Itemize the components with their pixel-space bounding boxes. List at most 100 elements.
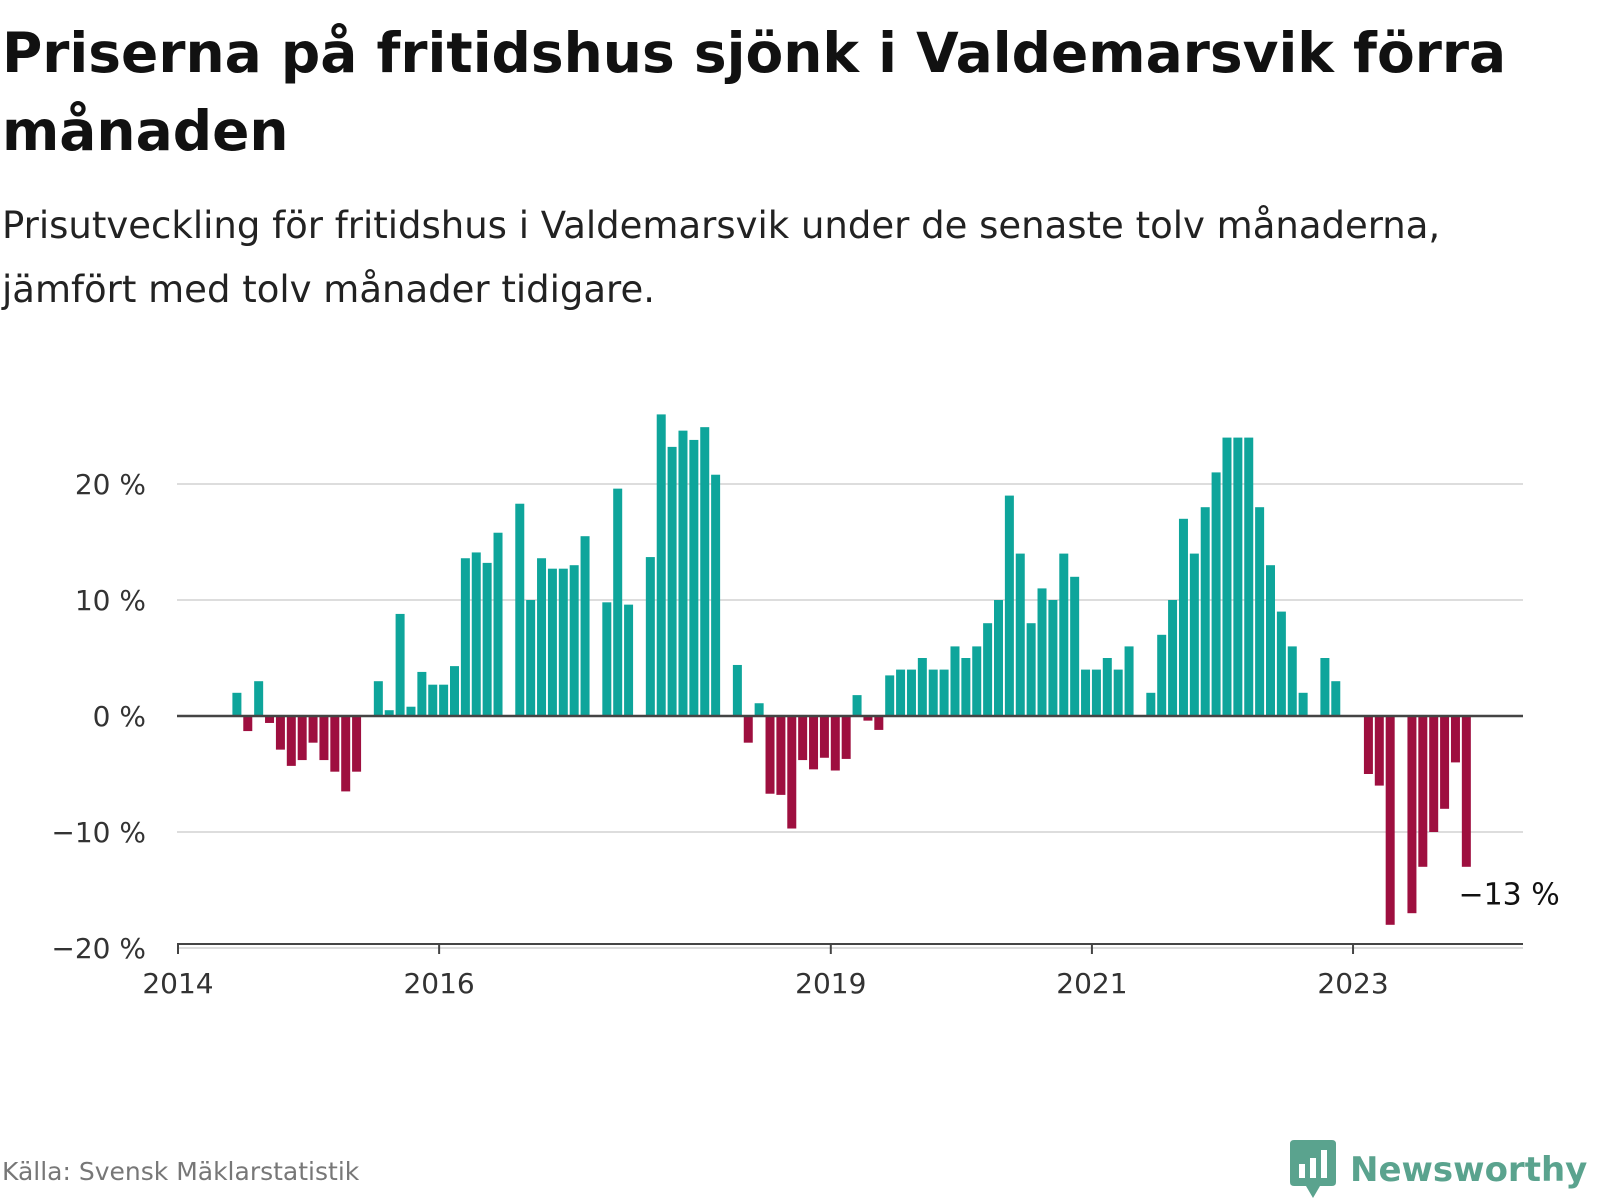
bar-2022-05 xyxy=(1266,565,1275,716)
bar-2021-03 xyxy=(1113,669,1123,716)
bar-2018-06 xyxy=(754,703,764,716)
bar-2015-12 xyxy=(428,684,438,716)
gridlines xyxy=(177,483,1523,949)
bar-2020-04 xyxy=(994,600,1003,716)
bar-2023-07 xyxy=(1418,716,1428,867)
x-tick-label: 2023 xyxy=(1317,967,1388,1000)
bar-2019-01 xyxy=(830,716,840,771)
bar-2021-02 xyxy=(1102,658,1112,716)
y-tick-label: 20 % xyxy=(75,468,146,501)
bar-2021-09 xyxy=(1178,518,1188,716)
bar-2020-01 xyxy=(961,658,971,716)
bar-2016-01 xyxy=(439,684,449,716)
bar-2023-08 xyxy=(1429,716,1439,832)
bar-2020-02 xyxy=(972,646,982,716)
bar-2016-10 xyxy=(537,558,547,716)
bar-2017-12 xyxy=(689,439,699,716)
bar-2016-04 xyxy=(471,552,481,716)
y-tick-label: −20 % xyxy=(51,932,146,965)
bar-2020-07 xyxy=(1026,623,1036,716)
bar-2021-08 xyxy=(1168,600,1178,716)
bar-2020-08 xyxy=(1037,588,1047,716)
bar-2019-10 xyxy=(928,669,938,716)
bar-2018-10 xyxy=(798,716,808,761)
bar-2018-11 xyxy=(809,716,819,770)
y-tick-label: −10 % xyxy=(51,816,146,849)
source-note: Källa: Svensk Mäklarstatistik xyxy=(2,1157,360,1186)
bar-2018-01 xyxy=(700,427,710,716)
bar-2022-02 xyxy=(1233,437,1243,716)
bar-2023-09 xyxy=(1440,716,1450,809)
bar-2017-08 xyxy=(645,557,655,716)
bar-2020-10 xyxy=(1059,553,1069,716)
bar-2021-10 xyxy=(1189,553,1199,716)
bar-2022-03 xyxy=(1244,437,1254,716)
bar-2016-12 xyxy=(558,568,568,716)
x-tick-label: 2016 xyxy=(403,967,474,1000)
bar-2016-11 xyxy=(547,568,557,716)
annotation-marker xyxy=(1450,888,1461,899)
bar-2018-05 xyxy=(743,716,753,743)
bar-2016-05 xyxy=(482,562,492,716)
axes xyxy=(177,714,1523,954)
bar-2014-08 xyxy=(254,681,264,716)
x-tick-label: 2021 xyxy=(1056,967,1127,1000)
bar-2015-11 xyxy=(417,671,427,716)
bar-2022-10 xyxy=(1320,658,1330,716)
bar-2022-11 xyxy=(1331,681,1341,716)
bar-2016-09 xyxy=(526,600,536,716)
bar-2019-08 xyxy=(906,669,916,716)
x-tick-label: 2019 xyxy=(795,967,866,1000)
bar-2022-07 xyxy=(1287,646,1297,716)
bar-2021-01 xyxy=(1091,669,1101,716)
bar-2017-04 xyxy=(602,602,612,716)
bar-2018-09 xyxy=(787,716,797,829)
bar-2019-04 xyxy=(863,716,873,721)
annotation-label: −13 % xyxy=(1458,877,1559,912)
bar-2020-06 xyxy=(1015,553,1025,716)
bar-2019-11 xyxy=(939,669,949,716)
bar-2019-12 xyxy=(950,646,960,716)
bar-2022-04 xyxy=(1255,507,1265,716)
bar-2020-03 xyxy=(983,623,993,716)
x-tick-label: 2014 xyxy=(142,967,213,1000)
bar-2016-02 xyxy=(450,666,459,716)
bar-2014-06 xyxy=(232,692,242,716)
logo-text: Newsworthy xyxy=(1350,1150,1588,1190)
bar-2023-03 xyxy=(1374,716,1384,786)
bar-2014-09 xyxy=(265,716,275,723)
bar-2017-05 xyxy=(613,488,623,716)
bar-2015-02 xyxy=(319,716,329,761)
bar-2020-11 xyxy=(1070,576,1080,716)
bar-2018-07 xyxy=(765,716,775,794)
bar-2019-05 xyxy=(874,716,884,730)
bar-2022-06 xyxy=(1276,611,1286,716)
bar-2015-08 xyxy=(384,710,394,716)
bar-2023-02 xyxy=(1363,716,1373,774)
bar-2015-07 xyxy=(373,681,383,716)
bar-2019-07 xyxy=(896,669,906,716)
bar-2023-06 xyxy=(1407,716,1417,914)
bar-2015-10 xyxy=(406,706,416,716)
bar-2017-02 xyxy=(580,536,590,716)
labels: 20 % 10 % 0 % −10 % −20 %2014 2016 2019 2021 202… xyxy=(51,468,1562,1000)
bar-2019-03 xyxy=(852,695,862,716)
bar-2014-11 xyxy=(286,716,296,766)
bar-2020-05 xyxy=(1004,495,1014,716)
bar-2015-04 xyxy=(341,716,351,792)
y-tick-label: 10 % xyxy=(75,584,146,617)
bar-2019-02 xyxy=(841,716,851,759)
bar-2021-12 xyxy=(1211,472,1221,716)
bar-2014-10 xyxy=(275,716,285,750)
bar-2021-07 xyxy=(1157,634,1167,716)
y-tick-label: 0 % xyxy=(93,700,146,733)
bar-2020-09 xyxy=(1048,600,1058,716)
bar-2018-02 xyxy=(711,474,721,716)
bar-2015-01 xyxy=(308,716,318,743)
bar-2023-04 xyxy=(1385,716,1395,925)
bar-2022-01 xyxy=(1222,437,1232,716)
bar-2016-03 xyxy=(460,558,470,716)
bar-2019-09 xyxy=(917,658,927,716)
bar-2018-12 xyxy=(819,716,829,758)
bar-2017-10 xyxy=(667,446,677,716)
